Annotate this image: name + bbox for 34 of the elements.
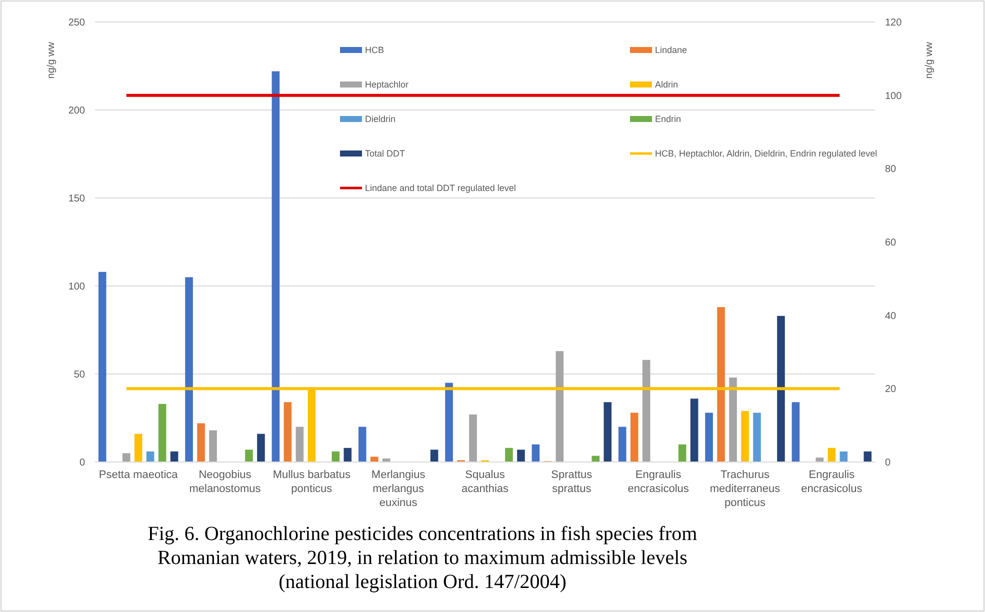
y-tick-label: 50	[74, 370, 86, 380]
y-tick-label: 0	[79, 458, 86, 468]
x-tick-label: Mullus barbatus ponticus	[272, 469, 351, 495]
legend-label: Heptachlor	[365, 80, 409, 90]
x-tick-label: Neogobius melanostomus	[189, 469, 262, 495]
y2-tick-label: 120	[885, 18, 902, 28]
y-tick-label: 150	[68, 194, 86, 204]
x-tick-label: Psetta maeotica	[98, 469, 179, 481]
text: Fig. 6. Organochlorine pesticides concentrations in fish species from Romanian waters, 2019, in relation to maximum admissible levels (national legislation Ord. 147/2004)	[148, 523, 698, 593]
legend-label: Dieldrin	[365, 114, 396, 124]
y-tick-label: 200	[68, 106, 86, 116]
y-axis-title: ng/g ww	[46, 41, 57, 79]
y2-tick-label: 0	[885, 458, 891, 468]
legend-label: Lindane	[655, 45, 688, 56]
x-tick-label: Trachurus mediterraneus ponticus	[710, 469, 781, 509]
y2-tick-label: 60	[885, 238, 897, 248]
y2-tick-label: 20	[885, 384, 897, 396]
legend-label: Aldrin	[655, 80, 678, 90]
y2-tick-label: 100	[885, 90, 902, 102]
legend-label: Lindane and total DDT regulated level	[365, 183, 516, 194]
legend-label: HCB, Heptachlor, Aldrin, Dieldrin, Endrin regulated level	[655, 148, 878, 159]
x-tick-label: Sprattus sprattus	[551, 469, 593, 495]
y-tick-label: 250	[68, 18, 86, 28]
x-tick-label: Engraulis encrasicolus	[801, 469, 863, 495]
y2-tick-label: 40	[885, 310, 897, 322]
y2-axis-title: ng/g ww	[924, 41, 935, 79]
y-tick-label: 100	[68, 282, 86, 292]
legend-label: HCB	[365, 45, 384, 56]
x-tick-label: Squalus acanthias	[461, 469, 510, 495]
legend-label: Total DDT	[365, 148, 406, 159]
x-tick-label: Engraulis encrasicolus	[628, 469, 690, 495]
x-tick-label: Merlangius merlangus euxinus	[371, 469, 426, 509]
y2-tick-label: 80	[885, 164, 897, 176]
legend-label: Endrin	[655, 114, 682, 124]
